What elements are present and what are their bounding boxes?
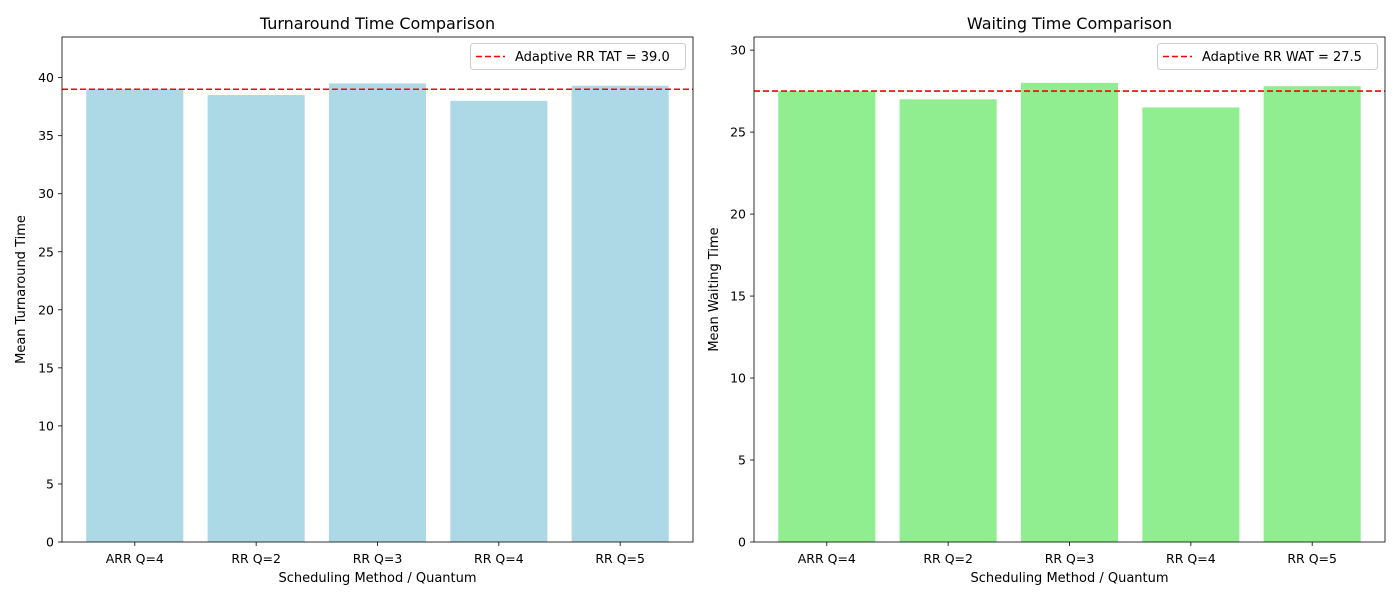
chart-title: Waiting Time Comparison (967, 14, 1172, 33)
x-tick-label: RR Q=4 (474, 551, 524, 566)
y-tick-label: 10 (730, 371, 746, 386)
x-tick-label: RR Q=4 (1166, 551, 1216, 566)
legend-box (470, 43, 686, 70)
y-tick-label: 30 (38, 186, 54, 201)
x-tick-label: ARR Q=4 (798, 551, 856, 566)
bar-group (778, 82, 1361, 543)
bar (1020, 82, 1119, 542)
x-tick-label: RR Q=5 (1287, 551, 1337, 566)
y-tick-label: 20 (730, 207, 746, 222)
bar (1263, 86, 1361, 543)
x-tick-label: RR Q=3 (1045, 551, 1095, 566)
y-tick-label: 15 (38, 360, 54, 375)
turnaround-chart: Turnaround Time Comparison ARR Q=4 RR Q=2… (14, 14, 694, 586)
bar (328, 83, 427, 543)
y-tick-label: 5 (46, 476, 54, 491)
y-tick-label: 0 (738, 535, 746, 550)
bar (778, 91, 876, 542)
bar (207, 95, 305, 543)
y-tick-label: 40 (38, 70, 54, 85)
x-tick-label: RR Q=5 (595, 551, 645, 566)
x-tick-label: RR Q=2 (231, 551, 281, 566)
y-tick-label: 15 (730, 289, 746, 304)
bar (899, 99, 997, 543)
y-axis-label: Mean Waiting Time (707, 227, 722, 351)
axes: ARR Q=4 RR Q=2 RR Q=3 RR Q=4 RR Q=5 0 5 10 15 20 2… (730, 36, 1386, 566)
legend-box (1157, 43, 1378, 70)
y-tick-label: 10 (38, 418, 54, 433)
bar (571, 85, 669, 543)
plot-frame (753, 36, 1386, 543)
y-tick-label: 35 (38, 128, 54, 143)
bar (86, 89, 184, 542)
x-tick-label: RR Q=3 (353, 551, 403, 566)
y-tick-label: 30 (730, 43, 746, 58)
legend: Adaptive RR TAT = 39.0 (470, 43, 686, 70)
y-tick-label: 0 (46, 535, 54, 550)
plot-frame (61, 36, 694, 543)
y-tick-label: 25 (38, 244, 54, 259)
y-axis-label: Mean Turnaround Time (14, 215, 29, 364)
x-axis-label: Scheduling Method / Quantum (278, 571, 476, 586)
x-axis-label: Scheduling Method / Quantum (970, 571, 1168, 586)
y-tick-label: 20 (38, 302, 54, 317)
legend-label: Adaptive RR WAT = 27.5 (1202, 50, 1362, 65)
bar-group (86, 83, 669, 543)
axes: ARR Q=4 RR Q=2 RR Q=3 RR Q=4 RR Q=5 0 5 10 15 20 2… (38, 36, 694, 566)
chart-title: Turnaround Time Comparison (259, 14, 495, 33)
x-tick-label: RR Q=2 (923, 551, 973, 566)
bar (450, 100, 548, 542)
bar (1142, 107, 1240, 543)
waiting-chart: Waiting Time Comparison ARR Q=4 RR Q=2 RR … (707, 14, 1386, 586)
legend: Adaptive RR WAT = 27.5 (1157, 43, 1378, 70)
y-tick-label: 25 (730, 125, 746, 140)
y-tick-label: 5 (738, 453, 746, 468)
legend-label: Adaptive RR TAT = 39.0 (515, 50, 670, 65)
x-tick-label: ARR Q=4 (106, 551, 164, 566)
